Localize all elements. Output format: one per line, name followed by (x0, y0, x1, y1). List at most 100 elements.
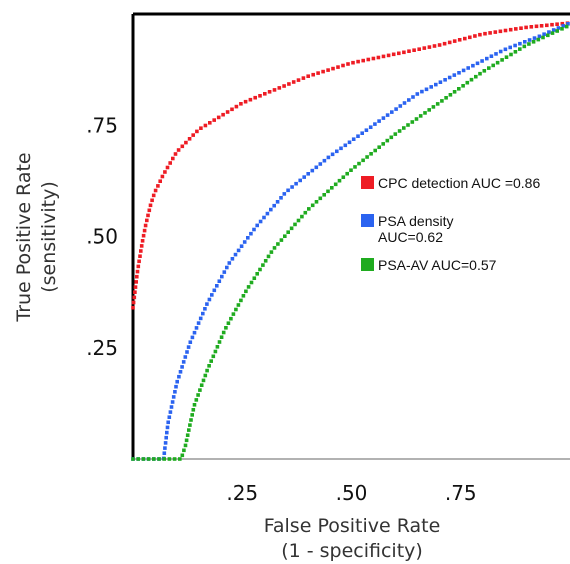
series-1-point (443, 78, 447, 82)
series-0-point (386, 53, 391, 58)
series-1-point (178, 370, 183, 374)
series-2-point (178, 457, 182, 461)
series-0-point (422, 46, 427, 50)
series-1-point (236, 248, 241, 253)
series-0-point (139, 244, 144, 248)
series-0-point (560, 21, 565, 26)
series-0-point (132, 295, 137, 300)
series-1-point (429, 85, 433, 89)
series-0-point (136, 264, 141, 269)
series-2-point (209, 359, 213, 363)
x-tick-label: .75 (445, 481, 477, 505)
series-1-point (170, 400, 175, 404)
series-0-point (301, 76, 306, 80)
series-1-point (438, 80, 443, 84)
series-2-point (249, 280, 254, 285)
series-1-point (207, 297, 212, 302)
series-1-point (489, 54, 494, 58)
series-1-point (547, 30, 551, 34)
series-0-point (138, 254, 142, 258)
y-tick-label: .25 (86, 336, 118, 360)
series-1-point (402, 101, 407, 105)
series-1-point (239, 244, 244, 248)
series-2-point (361, 158, 365, 163)
series-0-point (253, 95, 257, 100)
series-1-point (298, 178, 302, 183)
series-2-point (246, 285, 251, 289)
series-1-point (186, 345, 191, 349)
series-2-point (341, 175, 346, 179)
series-2-point (393, 132, 398, 136)
series-0-point (331, 66, 335, 71)
series-2-point (541, 35, 545, 40)
series-1-point (523, 40, 527, 44)
series-0-point (519, 26, 523, 30)
series-0-point (346, 62, 350, 66)
series-0-point (287, 82, 291, 86)
series-1-point (222, 270, 227, 274)
series-0-point (296, 78, 301, 82)
series-2-point (286, 230, 290, 234)
series-2 (131, 24, 569, 461)
series-2-point (231, 312, 236, 316)
series-2-point (310, 203, 315, 208)
series-1-point (163, 446, 167, 450)
x-tick-label: .50 (336, 481, 368, 505)
series-1-point (269, 207, 273, 212)
y-axis-title: (sensitivity) (38, 181, 60, 293)
series-2-point (191, 408, 196, 412)
series-1-point (356, 134, 360, 138)
series-0-point (221, 112, 225, 117)
series-1-point (381, 116, 386, 120)
series-0-point (381, 54, 386, 59)
series-0-point (160, 174, 165, 179)
series-2-point (146, 457, 151, 461)
series-2-point (192, 403, 197, 407)
series-1-point (457, 71, 461, 75)
series-1-point (173, 390, 177, 394)
series-0-point (139, 249, 143, 253)
series-2-point (276, 242, 280, 246)
series-2-point (252, 276, 257, 280)
series-2-point (513, 50, 518, 54)
series-1-point (190, 335, 195, 340)
series-2-point (465, 80, 470, 85)
series-1-point (272, 203, 276, 208)
series-2-point (289, 226, 294, 231)
series-1-point (424, 87, 429, 92)
series-2-point (457, 87, 461, 91)
series-0-point (341, 63, 345, 68)
series-1-point (210, 293, 214, 297)
series-1-point (335, 149, 339, 154)
series-1-point (242, 240, 247, 244)
legend-item-2: PSA-AV AUC=0.57 (361, 257, 497, 273)
series-1-point (322, 158, 327, 163)
series-0-point (141, 233, 146, 238)
series-2-point (381, 142, 385, 146)
series-1-point (205, 302, 209, 306)
series-2-point (258, 267, 262, 272)
series-1-point (377, 119, 381, 123)
legend-label: PSA density (378, 213, 454, 229)
series-2-point (469, 77, 474, 82)
legend-swatch (361, 214, 374, 227)
series-0-point (391, 52, 396, 57)
series-2-point (215, 345, 220, 349)
series-1-point (452, 73, 457, 77)
series-1-point (561, 24, 565, 28)
series-0-point (412, 48, 416, 52)
series-2-point (189, 418, 193, 422)
series-2-point (198, 388, 202, 392)
series-1-point (168, 410, 173, 414)
series-2-point (546, 33, 550, 38)
series-1-point (286, 188, 290, 193)
series-1-point (290, 185, 294, 189)
series-1-point (447, 75, 452, 80)
series-1-point (494, 52, 498, 56)
series-1-point (169, 405, 174, 409)
series-0-point (356, 59, 360, 64)
series-2-point (365, 155, 369, 159)
series-0-point (473, 34, 477, 38)
series-1-point (203, 307, 207, 311)
